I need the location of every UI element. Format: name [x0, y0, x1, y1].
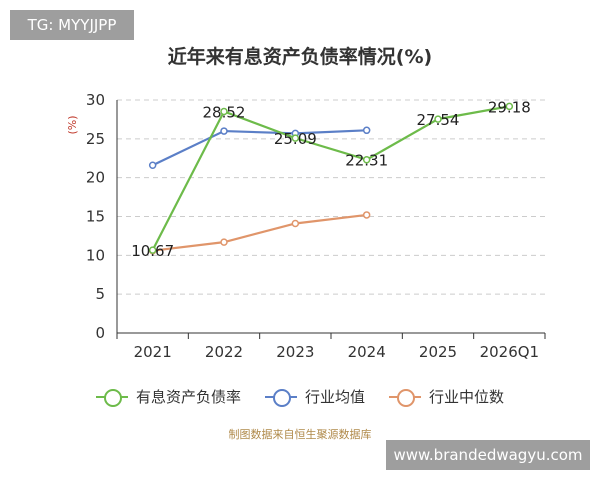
y-tick-label: 0	[95, 324, 105, 342]
y-tick-label: 15	[86, 208, 105, 226]
chart-title: 近年来有息资产负债率情况(%)	[167, 46, 433, 68]
legend-marker-icon	[95, 387, 128, 407]
data-label: 22.31	[345, 152, 388, 170]
y-axis-label: (%)	[66, 115, 79, 134]
data-point	[148, 161, 157, 169]
y-tick-label: 30	[86, 91, 105, 109]
data-point	[362, 126, 371, 135]
data-point	[505, 102, 514, 111]
data-point	[148, 246, 157, 254]
series-line	[152, 213, 367, 252]
data-point	[220, 127, 228, 135]
data-label: 28.52	[203, 103, 246, 121]
x-tick-label: 2025	[419, 343, 457, 361]
data-label: 25.09	[274, 130, 317, 148]
legend-item-debt-ratio[interactable]: 有息资产负债率	[95, 386, 241, 407]
data-label: 27.54	[417, 111, 460, 129]
data-point	[291, 134, 300, 142]
series-line	[152, 129, 367, 167]
legend-marker-icon	[389, 387, 421, 407]
legend-label: 有息资产负债率	[135, 388, 241, 406]
y-tick-label: 25	[86, 130, 105, 148]
data-label: 10.67	[131, 242, 174, 260]
legend-label: 行业均值	[304, 388, 365, 406]
x-tick-label: 2026Q1	[480, 343, 540, 361]
data-point	[220, 238, 228, 246]
series-line	[151, 105, 510, 251]
x-tick-label: 2023	[276, 343, 314, 361]
data-point	[434, 115, 442, 123]
legend-item-industry-median[interactable]: 行业中位数	[389, 386, 504, 407]
x-tick-label: 2021	[134, 343, 172, 361]
data-point	[362, 211, 371, 219]
legend-item-industry-mean[interactable]: 行业均值	[264, 386, 365, 407]
tg-badge: TG: MYYJJPP	[10, 10, 134, 40]
legend-marker-icon	[264, 387, 297, 407]
watermark: www.brandedwagyu.com	[386, 440, 590, 470]
x-tick-label: 2024	[348, 343, 386, 361]
y-tick-label: 10	[86, 246, 105, 264]
y-tick-label: 5	[95, 285, 105, 303]
data-point	[362, 155, 371, 164]
x-tick-label: 2022	[205, 343, 243, 361]
y-tick-label: 20	[86, 169, 105, 187]
data-point	[220, 107, 228, 116]
data-label: 29.18	[488, 98, 531, 116]
data-point	[291, 219, 300, 228]
source-note: 制图数据来自恒生聚源数据库	[228, 428, 372, 441]
legend-label: 行业中位数	[429, 388, 505, 406]
chart-legend: 有息资产负债率 行业均值 行业中位数	[0, 386, 600, 407]
